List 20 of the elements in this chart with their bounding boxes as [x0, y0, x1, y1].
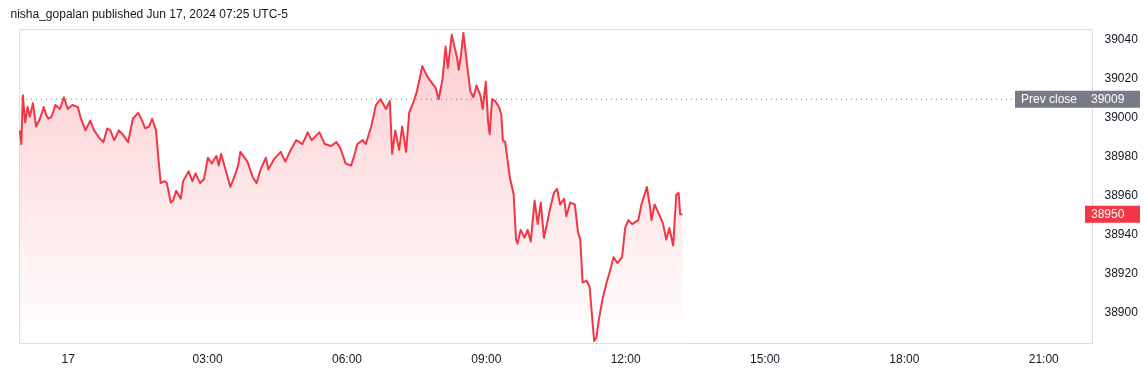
- y-tick-label: 38940: [1104, 227, 1139, 242]
- x-tick-label: 09:00: [471, 351, 502, 366]
- y-tick-label: 39020: [1104, 71, 1139, 86]
- y-tick-label: 39000: [1104, 110, 1139, 125]
- x-tick-label: 17: [61, 351, 76, 366]
- x-tick-label: 21:00: [1028, 351, 1060, 366]
- x-tick-label: 15:00: [750, 351, 781, 366]
- ref-line-label: Prev close: [1020, 92, 1078, 107]
- x-tick-label: 03:00: [192, 351, 223, 366]
- y-tick-label: 38920: [1104, 266, 1139, 281]
- y-tick-label: 38980: [1104, 149, 1139, 164]
- annotation: 39009: [1091, 92, 1125, 107]
- y-tick-label: 38960: [1104, 188, 1139, 203]
- x-tick-label: 12:00: [610, 351, 642, 366]
- x-tick-label: 06:00: [331, 351, 363, 366]
- x-tick-label: 18:00: [889, 351, 920, 366]
- y-tick-label: 38900: [1104, 305, 1139, 320]
- y-tick-label: 39040: [1104, 32, 1139, 47]
- chart-title: nisha_gopalan published Jun 17, 2024 07:25 UTC-5: [10, 7, 289, 21]
- annotation: 38950: [1091, 207, 1125, 222]
